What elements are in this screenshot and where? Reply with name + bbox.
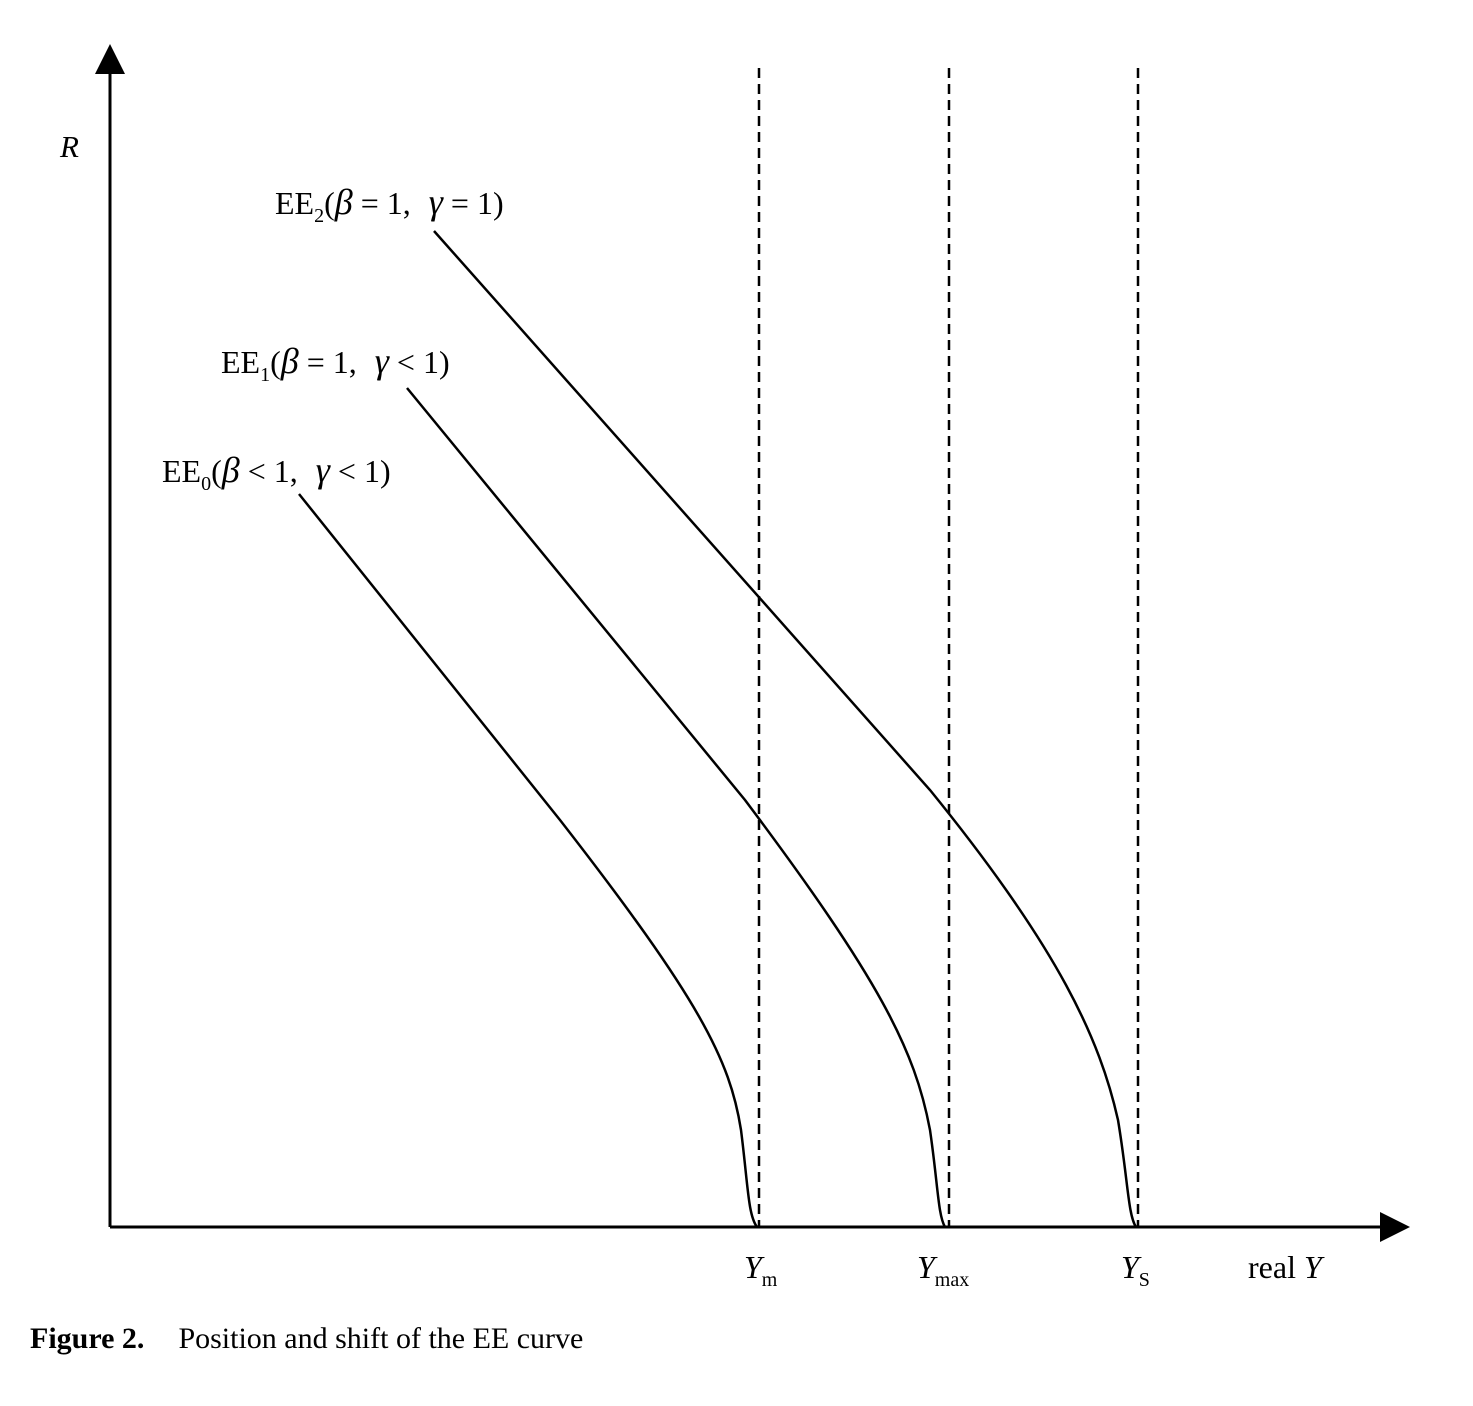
curve-label-ee0-beta-rel: < 1, bbox=[248, 453, 298, 489]
curve-label-ee0-gamma: γ bbox=[316, 450, 331, 490]
marker-ymax-sub: max bbox=[935, 1269, 969, 1291]
curve-label-ee1-gamma-rel: < 1) bbox=[397, 344, 450, 380]
curve-label-ee1: EE1(β = 1, γ < 1) bbox=[221, 341, 450, 386]
marker-label-ys: YS bbox=[1121, 1249, 1150, 1291]
curve-label-ee0-name: EE bbox=[162, 453, 201, 489]
curve-label-ee1-paren: ( bbox=[270, 344, 281, 380]
curve-label-ee0-sub: 0 bbox=[201, 473, 211, 495]
figure-caption: Figure 2. Position and shift of the EE cu… bbox=[30, 1322, 583, 1356]
curve-label-ee0-beta: β bbox=[221, 450, 240, 490]
curve-ee2 bbox=[433, 230, 1138, 1228]
y-axis-label: R bbox=[59, 129, 79, 164]
curve-label-ee2: EE2(β = 1, γ = 1) bbox=[275, 182, 504, 227]
curve-label-ee0: EE0(β < 1, γ < 1) bbox=[162, 450, 391, 495]
marker-ymax-base: Y bbox=[917, 1249, 938, 1285]
curve-label-ee2-beta: β bbox=[334, 182, 353, 222]
figure-number: Figure 2. bbox=[30, 1322, 145, 1355]
curve-label-ee2-sub: 2 bbox=[314, 205, 324, 227]
curve-ee0 bbox=[298, 493, 759, 1228]
curve-label-ee1-sub: 1 bbox=[260, 364, 270, 386]
x-axis-label-var: Y bbox=[1304, 1249, 1325, 1285]
curve-label-ee2-gamma: γ bbox=[429, 182, 444, 222]
x-axis-arrowhead bbox=[1380, 1212, 1410, 1242]
figure-caption-text: Position and shift of the EE curve bbox=[178, 1322, 584, 1355]
marker-ys-sub: S bbox=[1139, 1269, 1150, 1291]
curve-label-ee1-name: EE bbox=[221, 344, 260, 380]
curve-ee1 bbox=[406, 387, 947, 1228]
x-axis-label-text: real bbox=[1248, 1249, 1304, 1285]
marker-ym-sub: m bbox=[762, 1269, 778, 1291]
curve-label-ee1-beta-rel: = 1, bbox=[307, 344, 357, 380]
marker-label-ymax: Ymax bbox=[917, 1249, 969, 1291]
y-axis-arrowhead bbox=[95, 44, 125, 74]
curve-label-ee1-gamma: γ bbox=[375, 341, 390, 381]
curve-label-ee1-beta: β bbox=[280, 341, 299, 381]
curve-label-ee2-paren: ( bbox=[324, 185, 335, 221]
curve-label-ee0-paren: ( bbox=[211, 453, 222, 489]
curve-label-ee2-beta-rel: = 1, bbox=[361, 185, 411, 221]
x-axis-label: real Y bbox=[1248, 1249, 1325, 1285]
marker-ys-base: Y bbox=[1121, 1249, 1142, 1285]
marker-ym-base: Y bbox=[744, 1249, 765, 1285]
curve-label-ee0-gamma-rel: < 1) bbox=[338, 453, 391, 489]
curve-label-ee2-name: EE bbox=[275, 185, 314, 221]
curve-label-ee2-gamma-rel: = 1) bbox=[451, 185, 504, 221]
marker-label-ym: Ym bbox=[744, 1249, 778, 1291]
